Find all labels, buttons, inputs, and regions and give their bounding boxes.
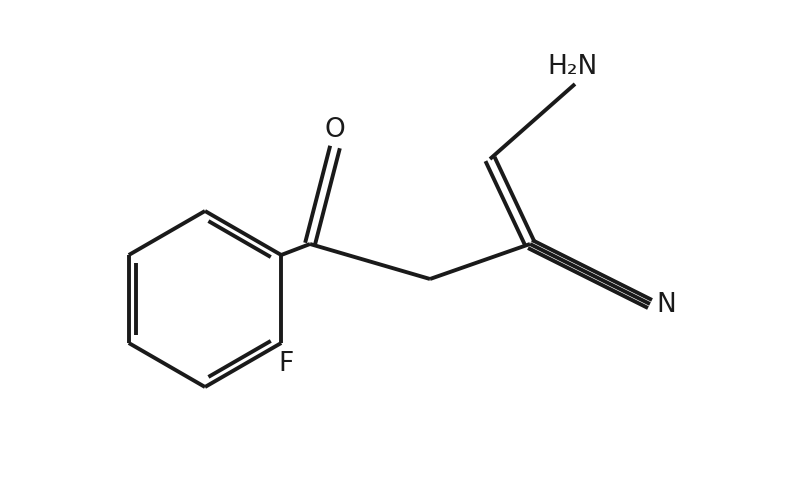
Text: H₂N: H₂N <box>548 54 598 80</box>
Text: F: F <box>279 350 294 376</box>
Text: N: N <box>656 291 676 317</box>
Text: O: O <box>325 117 345 142</box>
